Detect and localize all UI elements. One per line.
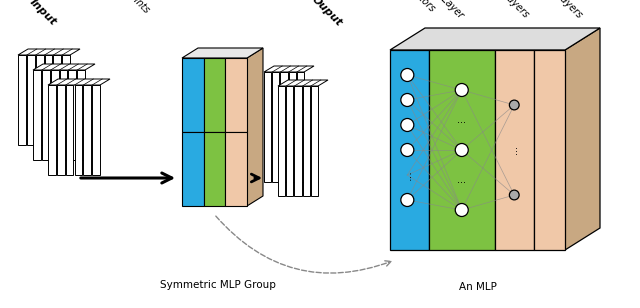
- Polygon shape: [247, 48, 263, 206]
- Polygon shape: [429, 50, 495, 250]
- Polygon shape: [48, 79, 110, 85]
- Polygon shape: [280, 72, 287, 182]
- Text: Input Layer: Input Layer: [419, 0, 465, 20]
- Text: Symmetric MLP Group: Symmetric MLP Group: [160, 280, 276, 290]
- Polygon shape: [33, 64, 95, 70]
- Polygon shape: [303, 86, 310, 196]
- Polygon shape: [204, 58, 225, 132]
- Polygon shape: [53, 55, 61, 145]
- Circle shape: [401, 119, 414, 132]
- Polygon shape: [18, 49, 80, 55]
- Circle shape: [509, 190, 519, 200]
- Polygon shape: [264, 66, 314, 72]
- Polygon shape: [51, 70, 58, 160]
- Polygon shape: [182, 58, 204, 132]
- Polygon shape: [68, 70, 76, 160]
- Polygon shape: [390, 28, 600, 50]
- Circle shape: [509, 100, 519, 110]
- Polygon shape: [495, 50, 534, 250]
- Polygon shape: [36, 55, 44, 145]
- Circle shape: [401, 94, 414, 107]
- Polygon shape: [565, 28, 600, 250]
- Polygon shape: [272, 72, 280, 182]
- Polygon shape: [60, 70, 67, 160]
- Circle shape: [401, 193, 414, 206]
- Polygon shape: [289, 72, 296, 182]
- Circle shape: [401, 68, 414, 82]
- Polygon shape: [33, 70, 41, 160]
- Text: ...: ...: [509, 145, 519, 155]
- Polygon shape: [264, 72, 271, 182]
- Polygon shape: [278, 86, 285, 196]
- Text: Hidden Layers: Hidden Layers: [474, 0, 531, 20]
- Polygon shape: [390, 50, 429, 250]
- Polygon shape: [77, 70, 85, 160]
- Text: Feature Vectors of Points: Feature Vectors of Points: [58, 0, 152, 15]
- Polygon shape: [18, 55, 26, 145]
- Polygon shape: [45, 55, 52, 145]
- Polygon shape: [182, 132, 204, 206]
- Polygon shape: [57, 85, 65, 175]
- Polygon shape: [225, 132, 247, 206]
- Text: Extracted Feature Vectors: Extracted Feature Vectors: [340, 0, 437, 14]
- Text: Ouput: Ouput: [310, 0, 344, 28]
- Polygon shape: [286, 86, 293, 196]
- Circle shape: [455, 83, 468, 96]
- Polygon shape: [311, 86, 318, 196]
- Text: ...: ...: [457, 175, 467, 185]
- Polygon shape: [294, 86, 301, 196]
- Polygon shape: [204, 132, 225, 206]
- Text: An MLP: An MLP: [459, 282, 497, 292]
- Polygon shape: [225, 58, 247, 132]
- Text: Output Layers: Output Layers: [528, 0, 584, 20]
- Polygon shape: [62, 55, 70, 145]
- Circle shape: [455, 144, 468, 156]
- Circle shape: [455, 204, 468, 217]
- Polygon shape: [92, 85, 100, 175]
- Polygon shape: [278, 80, 328, 86]
- Polygon shape: [534, 50, 565, 250]
- Polygon shape: [66, 85, 74, 175]
- Polygon shape: [297, 72, 304, 182]
- Text: Input: Input: [28, 0, 59, 28]
- Polygon shape: [182, 48, 263, 58]
- Polygon shape: [83, 85, 91, 175]
- Polygon shape: [42, 70, 50, 160]
- Polygon shape: [74, 85, 83, 175]
- Text: ...: ...: [457, 115, 467, 125]
- Circle shape: [401, 144, 414, 156]
- Polygon shape: [48, 85, 56, 175]
- Polygon shape: [27, 55, 35, 145]
- Text: ...: ...: [403, 170, 412, 180]
